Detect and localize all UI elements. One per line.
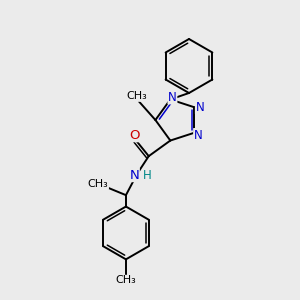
Text: N: N bbox=[130, 169, 139, 182]
Text: N: N bbox=[194, 129, 203, 142]
Text: CH₃: CH₃ bbox=[88, 179, 108, 189]
Text: N: N bbox=[196, 101, 204, 114]
Text: CH₃: CH₃ bbox=[116, 275, 136, 285]
Text: N: N bbox=[168, 91, 177, 104]
Text: CH₃: CH₃ bbox=[126, 91, 147, 101]
Text: O: O bbox=[129, 129, 140, 142]
Text: H: H bbox=[142, 169, 151, 182]
